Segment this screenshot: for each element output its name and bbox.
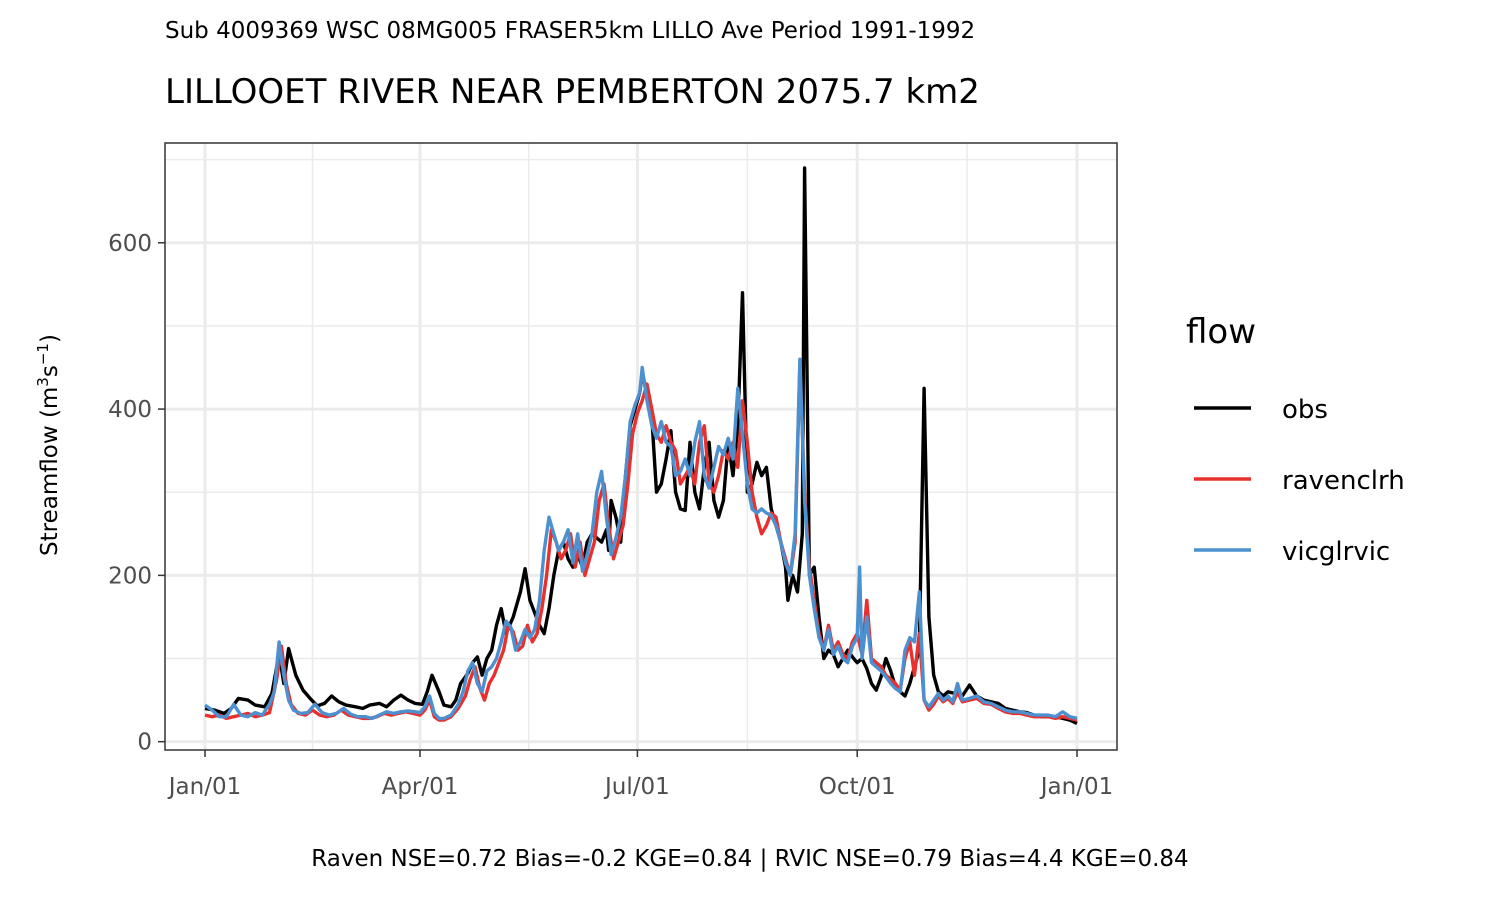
chart-subtitle: Sub 4009369 WSC 08MG005 FRASER5km LILLO … bbox=[165, 18, 976, 44]
chart-title: LILLOOET RIVER NEAR PEMBERTON 2075.7 km2 bbox=[165, 72, 980, 112]
x-tick-label: Jan/01 bbox=[167, 774, 241, 800]
x-tick-label: Jul/01 bbox=[603, 774, 670, 800]
legend-label-obs: obs bbox=[1282, 395, 1328, 425]
metrics-caption: Raven NSE=0.72 Bias=-0.2 KGE=0.84 | RVIC… bbox=[311, 846, 1189, 872]
series-line-ravenclrh bbox=[204, 361, 1078, 722]
legend-label-vicglrvic: vicglrvic bbox=[1282, 537, 1390, 567]
plot-frame bbox=[164, 142, 1118, 751]
series-line-obs bbox=[204, 166, 1078, 725]
y-tick-label: 600 bbox=[108, 231, 152, 257]
series-line-vicglrvic bbox=[204, 357, 1078, 721]
series-lines bbox=[204, 166, 1078, 725]
axis-ticks: 0 200 400 600 Jan/01 Apr/01 Jul/01 Oct/01 Jan/01 bbox=[108, 231, 1113, 800]
y-tick-label: 200 bbox=[108, 563, 152, 589]
y-tick-label: 400 bbox=[108, 397, 152, 423]
y-axis-title: Streamflow (m3s−1) bbox=[34, 334, 63, 556]
y-tick-label: 0 bbox=[137, 730, 152, 756]
legend-label-ravenclrh: ravenclrh bbox=[1282, 466, 1405, 496]
x-tick-label: Oct/01 bbox=[819, 774, 896, 800]
panel-border bbox=[164, 142, 1118, 751]
legend: flow obs ravenclrh vicglrvic bbox=[1186, 312, 1405, 567]
grid-lines bbox=[165, 143, 1117, 750]
x-tick-label: Apr/01 bbox=[382, 774, 459, 800]
legend-title: flow bbox=[1186, 312, 1256, 352]
x-tick-label: Jan/01 bbox=[1039, 774, 1113, 800]
